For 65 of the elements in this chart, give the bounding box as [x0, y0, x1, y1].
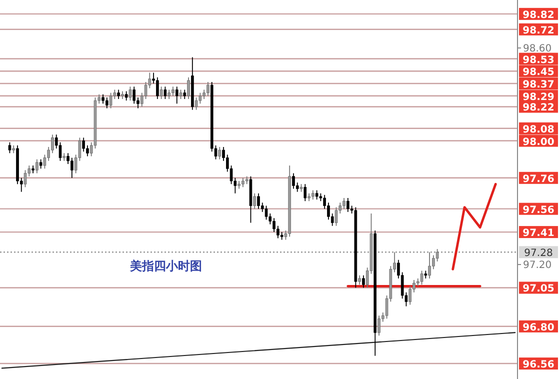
ref-line-label: 98.53 — [522, 54, 554, 66]
candlestick — [168, 89, 170, 100]
ref-line-label: 98.08 — [522, 124, 554, 136]
candlestick — [362, 274, 365, 288]
candlestick — [257, 192, 260, 210]
candlestick — [183, 89, 186, 100]
candlestick — [179, 89, 182, 100]
ref-line-label: 98.37 — [522, 80, 554, 91]
candlestick — [24, 170, 27, 188]
ref-line-label: 97.41 — [522, 228, 554, 240]
candlestick — [194, 97, 198, 110]
annotation: 美指四小时图 — [129, 259, 202, 273]
candlestick — [334, 206, 338, 226]
candlestick — [342, 198, 346, 210]
candlestick — [124, 90, 128, 101]
ref-line-label: 98.45 — [522, 67, 554, 78]
candlestick — [264, 205, 268, 220]
ref-line-label: 97.05 — [522, 284, 554, 295]
candlestick — [408, 286, 412, 306]
candlestick — [272, 218, 276, 232]
ref-line-label: 98.72 — [522, 25, 554, 36]
candlestick — [160, 86, 163, 100]
candlestick — [315, 190, 318, 200]
ref-line-label: 98.00 — [522, 136, 554, 148]
candlestick — [86, 144, 89, 157]
ref-line-label: 97.56 — [522, 204, 554, 216]
candlestick — [218, 146, 222, 160]
candlestick — [105, 97, 108, 109]
candlestick — [420, 270, 424, 286]
ref-line-label: 97.76 — [522, 174, 554, 185]
candlestick — [242, 177, 244, 188]
candlestick — [117, 89, 120, 100]
candlestick — [253, 192, 256, 210]
candlestick — [132, 86, 136, 104]
candlestick — [156, 76, 159, 100]
y-tick-label: 97.20 — [523, 260, 552, 272]
candlestick — [102, 94, 104, 104]
candlestick — [82, 137, 85, 152]
candlestick — [358, 274, 361, 286]
candlestick — [206, 82, 210, 96]
ref-line-label: 98.82 — [522, 10, 554, 21]
candlestick — [312, 190, 314, 200]
candlestick — [276, 225, 280, 239]
ref-line-label: 96.80 — [522, 322, 554, 334]
ref-line-label: 98.29 — [522, 92, 554, 103]
candlestick — [292, 172, 295, 190]
ref-line-label: 96.56 — [522, 360, 554, 371]
candlestick — [51, 134, 54, 154]
candlestick — [8, 142, 12, 154]
candlestick — [346, 198, 350, 212]
y-tick-label: 98.60 — [523, 43, 552, 54]
candlestick — [39, 158, 42, 170]
candlestick — [109, 92, 112, 109]
candlestick — [187, 76, 190, 100]
candlestick — [36, 158, 38, 174]
candlestick — [164, 86, 167, 100]
ref-line-label: 98.22 — [522, 102, 554, 114]
candlestick — [175, 86, 178, 104]
candlestick — [70, 157, 74, 178]
candlestick — [202, 89, 206, 100]
candlestick — [172, 86, 174, 96]
candlestick — [304, 184, 307, 202]
candlestick — [128, 86, 132, 101]
ref-line-label: 97.28 — [524, 248, 553, 260]
candlestick — [378, 315, 380, 336]
